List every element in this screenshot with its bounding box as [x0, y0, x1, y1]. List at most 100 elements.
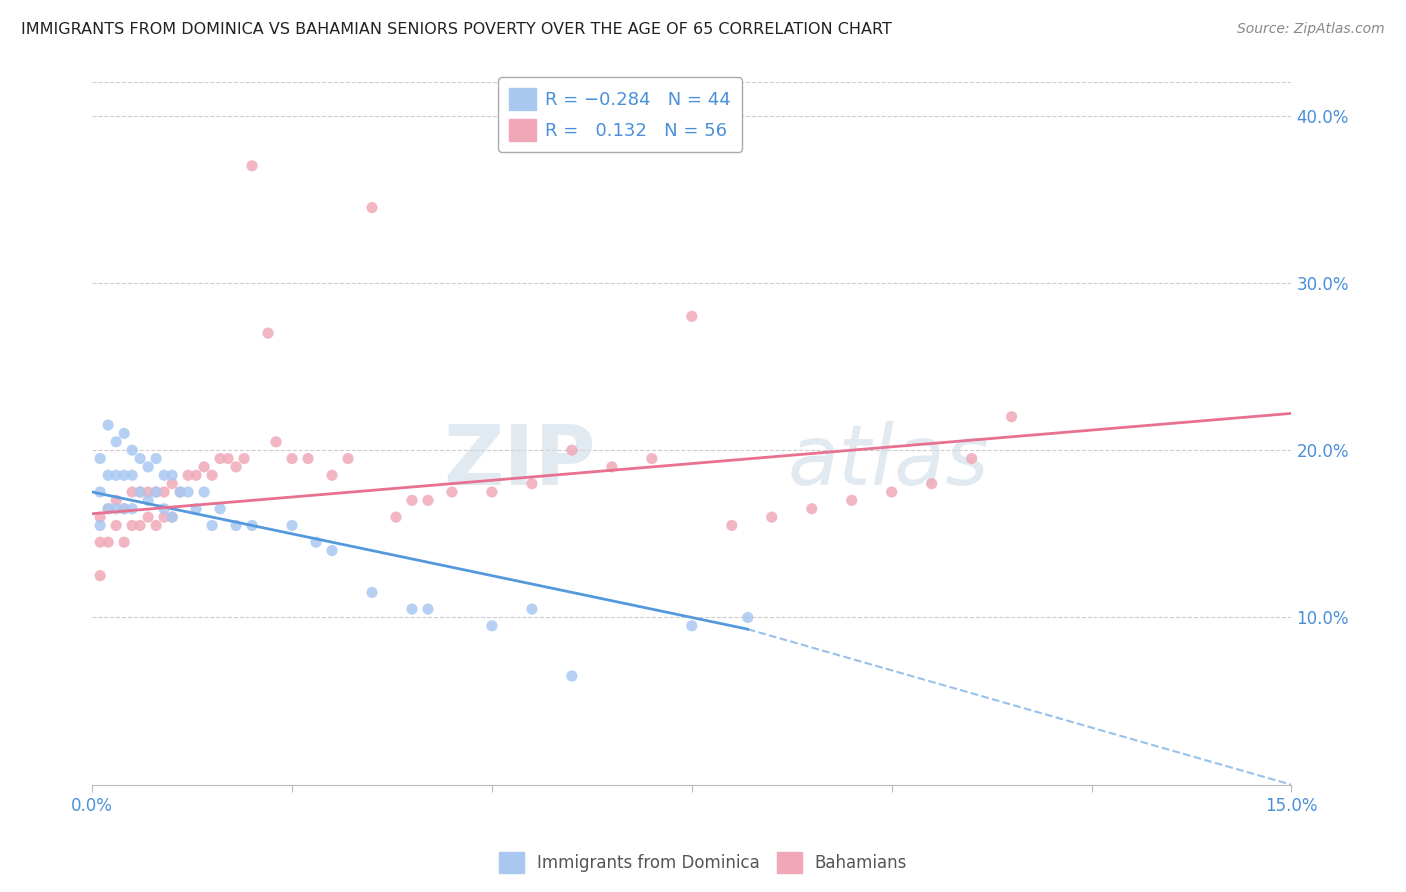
Text: IMMIGRANTS FROM DOMINICA VS BAHAMIAN SENIORS POVERTY OVER THE AGE OF 65 CORRELAT: IMMIGRANTS FROM DOMINICA VS BAHAMIAN SEN…: [21, 22, 891, 37]
Text: ZIP: ZIP: [443, 421, 596, 502]
Point: [184, 468, 207, 483]
Point: [153, 510, 176, 524]
Point: [401, 493, 423, 508]
Point: [960, 451, 983, 466]
Point: [145, 451, 167, 466]
Point: [112, 501, 135, 516]
Point: [160, 510, 183, 524]
Point: [600, 459, 623, 474]
Point: [89, 518, 111, 533]
Point: [160, 476, 183, 491]
Point: [153, 485, 176, 500]
Point: [145, 518, 167, 533]
Text: Source: ZipAtlas.com: Source: ZipAtlas.com: [1237, 22, 1385, 37]
Point: [121, 518, 143, 533]
Point: [136, 510, 159, 524]
Point: [121, 501, 143, 516]
Point: [89, 485, 111, 500]
Point: [184, 501, 207, 516]
Point: [720, 518, 742, 533]
Point: [880, 485, 903, 500]
Point: [800, 501, 823, 516]
Point: [520, 476, 543, 491]
Point: [169, 485, 191, 500]
Point: [129, 485, 152, 500]
Point: [177, 468, 200, 483]
Point: [281, 518, 304, 533]
Point: [153, 501, 176, 516]
Point: [681, 310, 703, 324]
Point: [481, 485, 503, 500]
Point: [240, 518, 263, 533]
Text: atlas: atlas: [787, 421, 990, 502]
Point: [321, 468, 343, 483]
Point: [305, 535, 328, 549]
Point: [89, 568, 111, 582]
Point: [233, 451, 256, 466]
Point: [361, 585, 384, 599]
Point: [841, 493, 863, 508]
Point: [481, 619, 503, 633]
Point: [112, 426, 135, 441]
Point: [681, 619, 703, 633]
Point: [1001, 409, 1024, 424]
Point: [240, 159, 263, 173]
Legend: Immigrants from Dominica, Bahamians: Immigrants from Dominica, Bahamians: [492, 846, 914, 880]
Point: [105, 518, 128, 533]
Point: [169, 485, 191, 500]
Point: [97, 535, 120, 549]
Point: [193, 485, 215, 500]
Point: [561, 669, 583, 683]
Point: [641, 451, 664, 466]
Point: [761, 510, 783, 524]
Point: [105, 468, 128, 483]
Point: [129, 518, 152, 533]
Point: [225, 459, 247, 474]
Point: [145, 485, 167, 500]
Point: [112, 535, 135, 549]
Point: [160, 510, 183, 524]
Point: [112, 468, 135, 483]
Point: [105, 493, 128, 508]
Point: [385, 510, 408, 524]
Point: [257, 326, 280, 340]
Point: [89, 510, 111, 524]
Point: [97, 468, 120, 483]
Point: [129, 451, 152, 466]
Point: [217, 451, 239, 466]
Point: [209, 501, 232, 516]
Point: [121, 468, 143, 483]
Point: [145, 485, 167, 500]
Point: [561, 443, 583, 458]
Point: [121, 485, 143, 500]
Point: [361, 201, 384, 215]
Point: [89, 535, 111, 549]
Point: [209, 451, 232, 466]
Point: [737, 610, 759, 624]
Point: [136, 485, 159, 500]
Point: [112, 501, 135, 516]
Point: [440, 485, 463, 500]
Point: [89, 451, 111, 466]
Point: [401, 602, 423, 616]
Point: [121, 443, 143, 458]
Point: [201, 518, 224, 533]
Point: [136, 493, 159, 508]
Point: [160, 468, 183, 483]
Point: [193, 459, 215, 474]
Point: [97, 501, 120, 516]
Point: [921, 476, 943, 491]
Point: [297, 451, 319, 466]
Legend: R = −0.284   N = 44, R =   0.132   N = 56: R = −0.284 N = 44, R = 0.132 N = 56: [498, 77, 741, 152]
Point: [105, 434, 128, 449]
Point: [177, 485, 200, 500]
Point: [225, 518, 247, 533]
Point: [105, 501, 128, 516]
Point: [136, 459, 159, 474]
Point: [321, 543, 343, 558]
Point: [416, 602, 439, 616]
Point: [337, 451, 360, 466]
Point: [97, 501, 120, 516]
Point: [281, 451, 304, 466]
Point: [153, 468, 176, 483]
